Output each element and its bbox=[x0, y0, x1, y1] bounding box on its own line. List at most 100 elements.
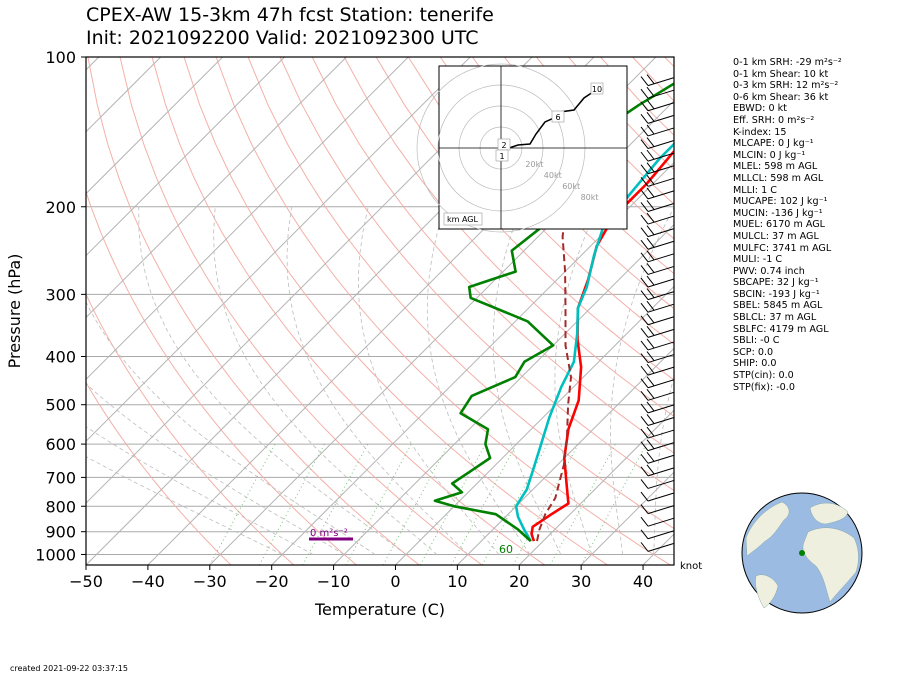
plot-frame bbox=[85, 56, 675, 566]
x-tick-label: 0 bbox=[390, 572, 400, 591]
hodograph-height-label: 6 bbox=[551, 110, 565, 123]
globe-land-africa bbox=[802, 527, 859, 603]
wind-barb bbox=[640, 288, 675, 301]
wind-barb bbox=[640, 200, 675, 212]
wind-barb bbox=[640, 529, 675, 540]
hodograph-agl-label: km AGL bbox=[443, 212, 483, 226]
title-line-1: CPEX-AW 15-3km 47h fcst Station: tenerif… bbox=[86, 4, 494, 26]
moist-adiabat bbox=[610, 206, 674, 555]
indices-panel: 0-1 km SRH: -29 m²s⁻² 0-1 km Shear: 10 kt… bbox=[733, 57, 842, 393]
wind-barb bbox=[640, 275, 675, 288]
mixing-ratio-line bbox=[481, 443, 548, 565]
wind-barb bbox=[640, 237, 675, 250]
globe-land-south-america bbox=[755, 574, 779, 609]
y-tick-label: 800 bbox=[45, 497, 76, 516]
wind-barb bbox=[640, 313, 675, 326]
mixing-ratio-line bbox=[302, 443, 369, 565]
index-line: MUEL: 6170 m AGL bbox=[733, 219, 826, 231]
wind-barb bbox=[640, 300, 675, 313]
index-line: STP(cin): 0.0 bbox=[733, 370, 794, 382]
wind-barb bbox=[640, 401, 675, 414]
mixing-ratio-line bbox=[419, 443, 486, 565]
mixing-ratio-line bbox=[209, 443, 276, 565]
mixing-ratio-line bbox=[345, 443, 412, 565]
index-line: MLLCL: 598 m AGL bbox=[733, 172, 824, 184]
wind-barb bbox=[640, 250, 675, 263]
index-line: 0-1 km SRH: -29 m²s⁻² bbox=[733, 57, 842, 68]
isotherm bbox=[86, 57, 347, 319]
index-line: MLCAPE: 0 J kg⁻¹ bbox=[733, 138, 814, 150]
dry-adiabat bbox=[439, 57, 674, 310]
globe-land-america bbox=[745, 501, 790, 557]
wind-barb bbox=[640, 149, 675, 162]
mixing-ratio-line bbox=[549, 443, 616, 565]
index-line: SHIP: 0.0 bbox=[733, 358, 777, 370]
index-line: SBCIN: -193 J kg⁻¹ bbox=[733, 288, 820, 300]
series-virtual-temperature bbox=[536, 87, 572, 542]
moist-adiabat bbox=[554, 206, 599, 555]
y-tick-label: 900 bbox=[45, 523, 76, 542]
x-tick-label: −10 bbox=[317, 572, 351, 591]
mixing-ratio-line bbox=[258, 443, 325, 565]
dry-adiabat bbox=[279, 57, 674, 492]
created-timestamp: created 2021-09-22 03:37:15 bbox=[10, 664, 128, 673]
x-axis-label: Temperature (C) bbox=[314, 600, 445, 619]
x-tick-label: −20 bbox=[255, 572, 289, 591]
hodograph-ring-label: 60kt bbox=[562, 182, 580, 191]
index-line: PWV: 0.74 inch bbox=[733, 265, 805, 277]
wind-barb bbox=[640, 491, 675, 502]
x-tick-label: −40 bbox=[131, 572, 165, 591]
y-tick-label: 200 bbox=[45, 198, 76, 217]
isotherm bbox=[333, 223, 674, 565]
hodograph-ring-label: 40kt bbox=[544, 171, 562, 180]
hodograph-ring-label: 20kt bbox=[525, 160, 543, 169]
x-tick-label: −50 bbox=[69, 572, 103, 591]
index-line: MLEL: 598 m AGL bbox=[733, 161, 818, 173]
isotherm bbox=[86, 57, 162, 133]
series-temperature bbox=[530, 149, 674, 542]
isotherm bbox=[395, 285, 674, 565]
wind-barb bbox=[640, 516, 675, 527]
wind-barb bbox=[640, 187, 675, 200]
mixing-ratio-line bbox=[382, 443, 449, 565]
dry-adiabat bbox=[311, 57, 674, 454]
svg-text:km AGL: km AGL bbox=[447, 215, 479, 224]
wind-unit-label: knot bbox=[680, 561, 702, 572]
index-line: EBWD: 0 kt bbox=[733, 103, 787, 115]
wind-barb bbox=[640, 479, 675, 489]
x-tick-label: 20 bbox=[509, 572, 529, 591]
y-tick-label: 600 bbox=[45, 435, 76, 454]
dry-adiabat bbox=[86, 190, 357, 565]
dry-adiabat bbox=[86, 293, 295, 565]
isotherm bbox=[86, 57, 471, 442]
wind-barb bbox=[640, 451, 675, 464]
wind-barb bbox=[640, 174, 675, 187]
wind-barb bbox=[640, 464, 675, 477]
dry-adiabat bbox=[151, 57, 546, 565]
mixing-ratio-line bbox=[450, 443, 517, 565]
series-dewpoint bbox=[514, 142, 674, 542]
moist-adiabat bbox=[86, 383, 345, 555]
wind-barb bbox=[640, 542, 675, 552]
wind-barb bbox=[640, 338, 675, 351]
y-tick-label: 400 bbox=[45, 348, 76, 367]
svg-text:2: 2 bbox=[501, 141, 506, 150]
wind-barb bbox=[640, 363, 675, 376]
y-tick-label: 1000 bbox=[35, 545, 76, 564]
index-line: K-index: 15 bbox=[733, 126, 787, 138]
moist-adiabat bbox=[86, 300, 376, 555]
wind-barb bbox=[640, 225, 675, 238]
globe-land-europe bbox=[809, 502, 849, 525]
hodograph-ring-label: 80kt bbox=[581, 193, 599, 202]
x-tick-label: 40 bbox=[633, 572, 653, 591]
moist-adiabat bbox=[138, 206, 407, 555]
isotherm bbox=[86, 57, 409, 381]
moist-adiabat bbox=[86, 456, 283, 555]
isotherm bbox=[580, 471, 674, 565]
station-marker bbox=[799, 550, 805, 556]
index-line: MLCIN: 0 J kg⁻¹ bbox=[733, 149, 806, 161]
x-tick-label: −30 bbox=[193, 572, 227, 591]
svg-text:6: 6 bbox=[555, 113, 560, 122]
isotherm bbox=[86, 57, 285, 257]
